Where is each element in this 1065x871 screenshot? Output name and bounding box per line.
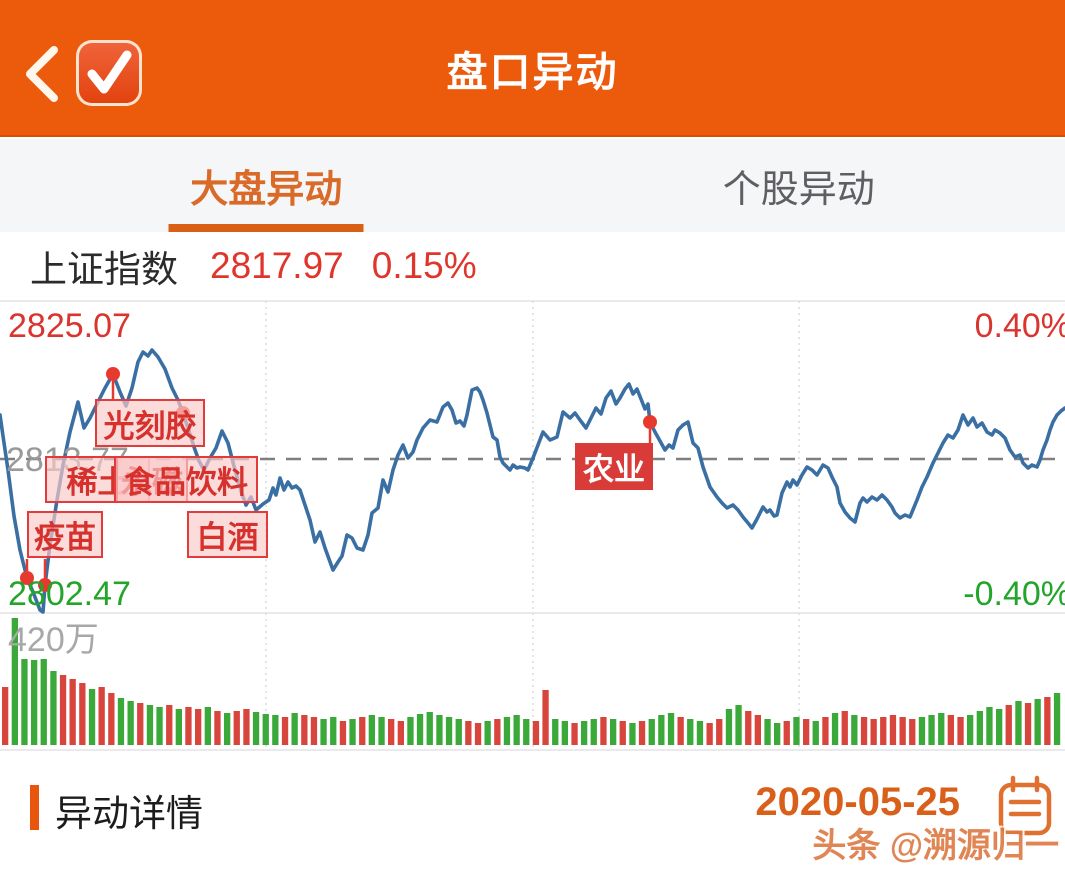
calendar-icon — [998, 775, 1052, 841]
y-axis-high-label: 2825.07 — [8, 307, 131, 345]
calendar-button[interactable] — [998, 775, 1052, 837]
section-accent-bar — [30, 785, 39, 830]
index-summary-row: 上证指数 2817.97 0.15% — [0, 232, 1065, 300]
index-change-pct: 0.15% — [371, 245, 477, 286]
sector-tag: 白酒 — [187, 511, 268, 558]
chart-canvas — [0, 300, 1065, 751]
index-name: 上证指数 — [30, 249, 178, 290]
sector-tag: 农业 — [575, 443, 653, 490]
index-value: 2817.97 — [210, 245, 344, 286]
tab-bar: 大盘异动 个股异动 — [0, 139, 1065, 232]
back-button[interactable] — [14, 38, 74, 108]
sector-tag: 光刻胶 — [95, 399, 205, 447]
tab-stock-movement[interactable]: 个股异动 — [533, 139, 1065, 232]
intraday-chart: 2825.07 0.40% 2813.77 2802.47 -0.40% 420… — [0, 300, 1065, 755]
y-axis-pct-high-label: 0.40% — [974, 307, 1065, 345]
sector-tag: 疫苗 — [27, 511, 103, 558]
section-title: 异动详情 — [55, 793, 203, 834]
chevron-left-icon — [14, 46, 74, 112]
tab-label: 大盘异动 — [190, 169, 343, 211]
date-selector[interactable]: 2020-05-25 — [755, 780, 960, 824]
check-badge-icon — [76, 40, 142, 106]
active-tab-underline — [168, 224, 364, 232]
y-axis-low-label: 2802.47 — [8, 575, 131, 613]
volume-axis-max-label: 420万 — [8, 621, 99, 659]
tab-market-movement[interactable]: 大盘异动 — [0, 139, 533, 232]
page-title: 盘口异动 — [446, 48, 619, 95]
app-header: 盘口异动 — [0, 0, 1065, 137]
tab-label: 个股异动 — [722, 169, 875, 211]
y-axis-pct-low-label: -0.40% — [963, 575, 1065, 613]
sector-tag-layer: 稀土永磁食品饮料光刻胶疫苗白酒农业 — [0, 300, 1065, 755]
detail-section-header: 异动详情 2020-05-25 — [0, 775, 1065, 845]
sector-tag: 食品饮料 — [114, 456, 258, 503]
